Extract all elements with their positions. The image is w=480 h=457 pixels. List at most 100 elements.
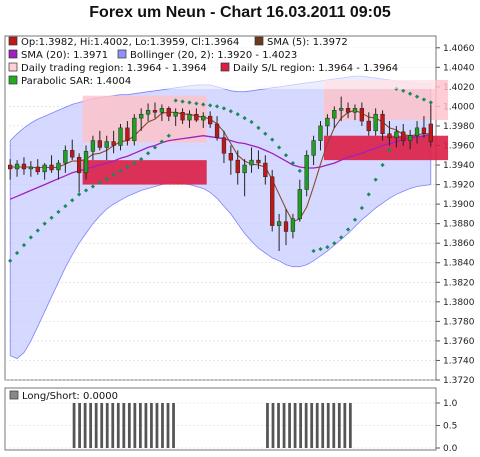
candle-body xyxy=(235,159,240,174)
long-short-bar xyxy=(266,403,269,448)
sar-point xyxy=(228,109,233,114)
candle-body xyxy=(125,127,130,141)
candle xyxy=(90,135,96,161)
candle-body xyxy=(428,123,433,142)
candle-body xyxy=(83,151,89,174)
candle-body xyxy=(359,108,365,122)
candle-body xyxy=(132,117,137,141)
long-short-bar xyxy=(83,403,87,448)
sar-point xyxy=(56,209,61,215)
candle-body xyxy=(173,112,178,117)
candle-body xyxy=(270,176,275,226)
long-short-bar xyxy=(304,403,308,448)
long-short-bar xyxy=(293,403,297,448)
candle-body xyxy=(242,164,247,174)
candle xyxy=(111,130,116,154)
candle-body xyxy=(394,131,399,138)
candle-body xyxy=(283,221,289,232)
candle xyxy=(35,159,40,175)
y-tick-label: 1.3880 xyxy=(443,220,475,230)
sar-point xyxy=(276,145,282,150)
candle-body xyxy=(366,120,371,132)
sar-point xyxy=(63,203,68,209)
lower-legend-swatch xyxy=(9,390,19,400)
sar-point xyxy=(332,241,337,246)
candle xyxy=(8,159,13,180)
candle-body xyxy=(311,140,316,156)
candle xyxy=(256,150,261,169)
sar-point xyxy=(14,250,20,256)
candle xyxy=(118,123,123,151)
long-short-bar xyxy=(161,403,164,448)
sar-point xyxy=(70,198,75,203)
candle-body xyxy=(221,137,227,154)
candle xyxy=(270,169,275,232)
sar-point xyxy=(208,103,213,108)
candle xyxy=(201,112,206,128)
candle xyxy=(187,110,192,128)
candle-body xyxy=(256,159,261,164)
sar-point xyxy=(387,148,392,153)
legend-entry: SMA (5): 1.3972 xyxy=(267,37,348,48)
legend-entry: Op:1.3982, Hi:1.4002, Lo:1.3959, Cl:1.39… xyxy=(21,37,239,48)
candle-body xyxy=(90,140,96,152)
candle xyxy=(14,160,20,177)
sar-point xyxy=(159,139,165,144)
long-short-bar xyxy=(288,403,291,448)
candle-body xyxy=(180,112,185,121)
candle xyxy=(318,121,323,151)
y-tick-label: 1.3960 xyxy=(443,141,475,151)
candle xyxy=(373,108,378,136)
long-short-bar xyxy=(127,403,131,448)
candle-body xyxy=(208,115,213,125)
legend-entry: Parabolic SAR: 1.4004 xyxy=(21,76,131,87)
candle xyxy=(63,145,68,173)
candle-body xyxy=(297,189,302,220)
y-tick-label: 1.4040 xyxy=(443,63,475,73)
candle-body xyxy=(35,166,40,173)
candle-body xyxy=(76,156,82,174)
candle-body xyxy=(111,141,116,146)
legend-swatch xyxy=(220,62,230,72)
long-short-bar xyxy=(144,403,148,448)
sl-region xyxy=(82,160,207,185)
legend-entry: Daily S/L region: 1.3964 - 1.3964 xyxy=(233,63,398,74)
long-short-bar xyxy=(277,403,280,448)
candle xyxy=(345,102,351,119)
candle xyxy=(283,209,289,246)
candle xyxy=(28,161,34,177)
sar-point xyxy=(214,104,220,109)
sar-point xyxy=(297,168,302,174)
sar-point xyxy=(194,101,199,106)
candle xyxy=(249,147,254,173)
candle xyxy=(125,121,130,146)
candle-body xyxy=(104,141,109,148)
sar-point xyxy=(235,112,240,117)
sar-point xyxy=(166,133,171,138)
candle-body xyxy=(345,108,351,113)
y-tick-label: 1.4020 xyxy=(443,83,475,93)
candle-body xyxy=(304,155,309,190)
candle-body xyxy=(118,127,123,146)
candle-body xyxy=(21,163,27,170)
sar-point xyxy=(311,248,316,254)
sar-point xyxy=(173,98,178,103)
sar-point xyxy=(290,160,296,166)
candle xyxy=(421,116,427,138)
sar-point xyxy=(359,205,364,211)
long-short-bar xyxy=(111,403,115,448)
candle xyxy=(49,155,54,173)
sar-point xyxy=(118,168,123,174)
sar-point xyxy=(304,176,309,181)
long-short-bar xyxy=(89,403,93,448)
sar-point xyxy=(270,137,275,142)
legend-entry: Daily trading region: 1.3964 - 1.3964 xyxy=(21,63,207,74)
candle xyxy=(401,123,406,146)
y-tick-label: 1.3760 xyxy=(443,337,475,347)
candle xyxy=(132,114,137,146)
long-short-bar xyxy=(100,403,104,448)
candle-body xyxy=(194,113,199,121)
candle xyxy=(276,213,282,252)
sar-point xyxy=(125,164,130,170)
